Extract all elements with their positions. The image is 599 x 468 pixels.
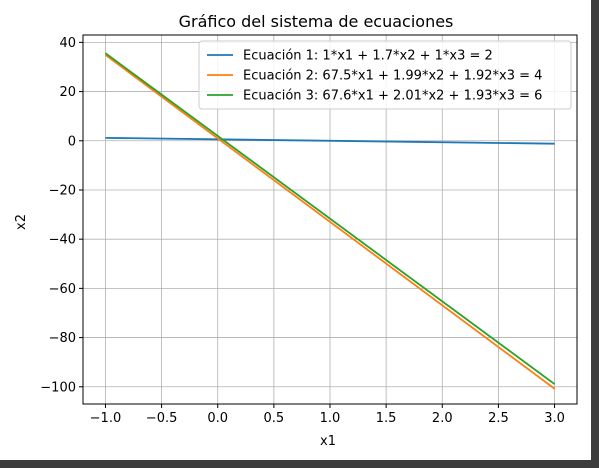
series-line (104, 52, 556, 385)
legend-entry: Ecuación 3: 67.6*x1 + 2.01*x2 + 1.93*x3 … (243, 89, 542, 104)
x-tick-label: 2.5 (488, 411, 509, 426)
x-tick-label: 3.0 (544, 411, 565, 426)
legend-entry: Ecuación 1: 1*x1 + 1.7*x2 + 1*x3 = 2 (243, 49, 493, 64)
y-tick-label: −100 (40, 380, 76, 395)
y-tick-label: −20 (49, 183, 76, 198)
line-chart: Gráfico del sistema de ecuaciones −1.0 −0… (14, 12, 578, 449)
y-tick-label: −80 (49, 331, 76, 346)
y-tick-label: 40 (59, 36, 76, 51)
legend-entry: Ecuación 2: 67.5*x1 + 1.99*x2 + 1.92*x3 … (243, 69, 542, 84)
y-tick-label: 20 (59, 85, 76, 100)
series-lines (104, 52, 556, 390)
x-tick-label: −0.5 (146, 411, 178, 426)
x-axis-ticks: −1.0 −0.5 0.0 0.5 1.0 1.5 2.0 2.5 3.0 (90, 404, 565, 426)
y-tick-label: −60 (49, 282, 76, 297)
legend-box (198, 40, 572, 110)
x-axis-label: x1 (320, 434, 336, 449)
y-axis-label: x2 (14, 214, 29, 230)
x-tick-label: 1.0 (320, 411, 341, 426)
y-axis-ticks: 40 20 0 −20 −40 −60 −80 −100 (40, 36, 83, 395)
x-tick-label: 2.0 (432, 411, 453, 426)
series-line (104, 54, 556, 390)
legend: Ecuación 1: 1*x1 + 1.7*x2 + 1*x3 = 2 Ecua… (198, 40, 572, 110)
figure-canvas: Gráfico del sistema de ecuaciones −1.0 −0… (0, 0, 591, 460)
chart-title: Gráfico del sistema de ecuaciones (179, 12, 454, 31)
x-tick-label: 0.5 (264, 411, 285, 426)
series-line (105, 136, 555, 145)
x-tick-label: 0.0 (207, 411, 228, 426)
x-tick-label: 1.5 (376, 411, 397, 426)
y-tick-label: 0 (68, 134, 76, 149)
y-tick-label: −40 (49, 233, 76, 248)
x-tick-label: −1.0 (90, 411, 122, 426)
